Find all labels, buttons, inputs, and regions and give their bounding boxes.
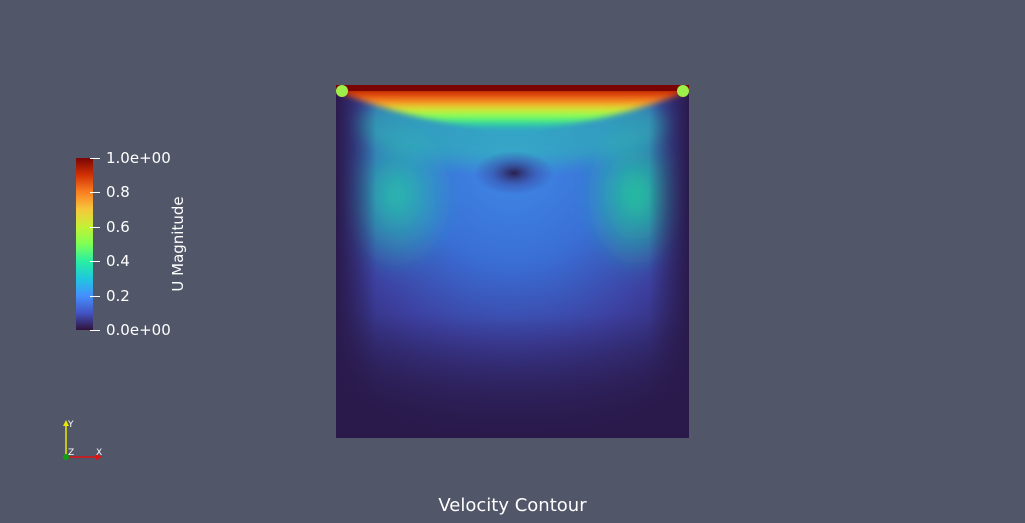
colorbar-tick-label: 1.0e+00 bbox=[106, 149, 171, 167]
colorbar-tick bbox=[90, 330, 100, 331]
axis-label-x: X bbox=[96, 448, 103, 458]
colorbar-tick bbox=[90, 158, 100, 159]
orientation-axes: Y Z X bbox=[58, 418, 108, 464]
colorbar-tick-label: 0.4 bbox=[106, 252, 130, 270]
colorbar bbox=[76, 158, 93, 330]
colorbar-tick-label: 0.8 bbox=[106, 183, 130, 201]
colorbar-tick-label: 0.2 bbox=[106, 287, 130, 305]
colorbar-tick bbox=[90, 192, 100, 193]
colorbar-tick-label: 0.0e+00 bbox=[106, 321, 171, 339]
colorbar-title: U Magnitude bbox=[169, 196, 187, 292]
velocity-field[interactable] bbox=[336, 85, 689, 438]
colorbar-tick bbox=[90, 261, 100, 262]
axis-label-y: Y bbox=[68, 420, 74, 430]
axes-triad-icon bbox=[63, 420, 102, 460]
colorbar-tick bbox=[90, 296, 100, 297]
view-caption: Velocity Contour bbox=[438, 495, 587, 516]
axis-label-z: Z bbox=[68, 448, 75, 458]
velocity-field-plot bbox=[336, 85, 689, 438]
colorbar-tick bbox=[90, 227, 100, 228]
colorbar-tick-label: 0.6 bbox=[106, 218, 130, 236]
